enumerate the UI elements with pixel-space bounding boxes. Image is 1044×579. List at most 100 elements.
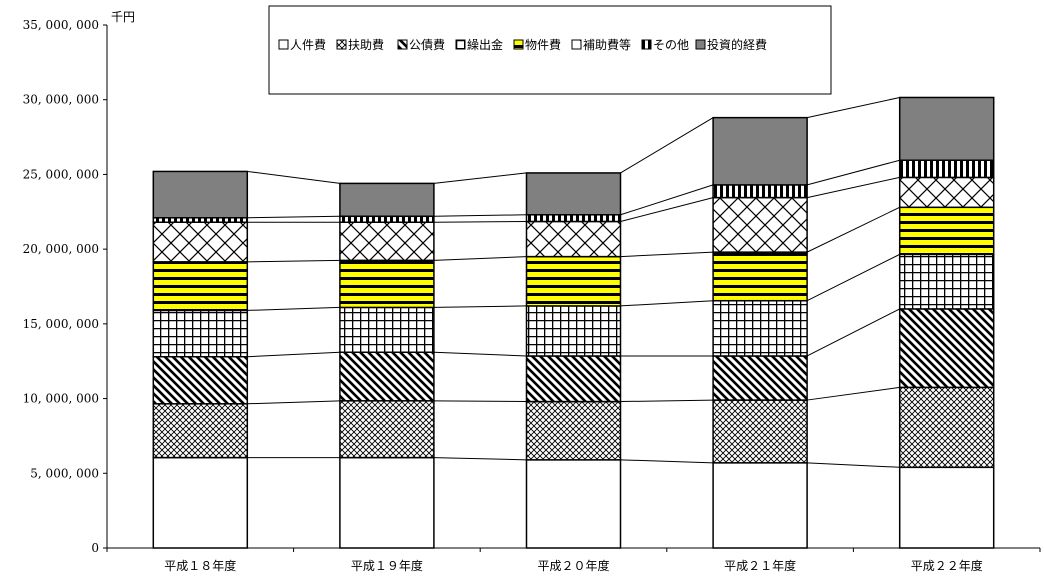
bar-segment bbox=[339, 456, 435, 549]
y-axis-unit-label: 千円 bbox=[111, 10, 135, 24]
series-connector-line bbox=[433, 305, 527, 308]
series-connector-line bbox=[433, 256, 527, 261]
bar-segment bbox=[339, 215, 435, 223]
series-connector-lines bbox=[247, 96, 900, 468]
series-connector-line bbox=[806, 159, 900, 186]
series-connector-line bbox=[620, 251, 714, 258]
bar-segment bbox=[339, 259, 435, 309]
bar-segment bbox=[525, 255, 622, 307]
bar-segment bbox=[712, 116, 808, 186]
bar-segment bbox=[525, 172, 622, 216]
bar-segment bbox=[152, 355, 249, 405]
legend-entry: 扶助費 bbox=[348, 37, 384, 52]
bar-segment bbox=[339, 306, 435, 353]
x-tick-label: 平成２２年度 bbox=[911, 558, 983, 573]
series-connector-line bbox=[247, 400, 340, 405]
series-connector-line bbox=[620, 184, 714, 216]
series-connector-line bbox=[433, 220, 527, 223]
series-connector-line bbox=[247, 215, 340, 219]
bar-segment bbox=[712, 462, 808, 549]
series-connector-line bbox=[620, 197, 714, 222]
x-tick-label: 平成２１年度 bbox=[724, 558, 796, 573]
series-connector-line bbox=[806, 253, 900, 302]
bar-segment bbox=[712, 196, 808, 253]
bar-segment bbox=[339, 351, 435, 402]
y-tick-label: 15, 000, 000 bbox=[23, 317, 99, 331]
legend-entry: 物件費 bbox=[525, 37, 561, 52]
bar-segment bbox=[152, 309, 249, 358]
bar-segment bbox=[898, 466, 995, 549]
y-tick-label: 20, 000, 000 bbox=[23, 242, 99, 256]
bar-segment bbox=[152, 403, 249, 459]
y-tick-label: 5, 000, 000 bbox=[30, 466, 99, 480]
bar-segment bbox=[152, 221, 249, 263]
series-connector-line bbox=[433, 172, 527, 184]
bar-segment bbox=[525, 220, 622, 258]
y-tick-label: 30, 000, 000 bbox=[23, 93, 99, 107]
series-connector-line bbox=[806, 308, 900, 357]
legend-entry: 人件費 bbox=[290, 37, 326, 52]
legend-entry: その他 bbox=[653, 38, 689, 52]
bar-segment bbox=[152, 170, 249, 219]
bar-segment bbox=[898, 176, 995, 209]
x-tick-labels: 平成１８年度 平成１９年度 平成２０年度 平成２１年度 平成２２年度 bbox=[164, 558, 982, 573]
y-tick-label: 35, 000, 000 bbox=[23, 18, 99, 32]
series-connector-line bbox=[806, 206, 900, 253]
bar-segment bbox=[339, 182, 435, 218]
legend-swatch bbox=[571, 39, 582, 50]
series-connector-line bbox=[806, 176, 900, 199]
series-connector-line bbox=[806, 96, 900, 119]
bar-segment bbox=[152, 261, 249, 312]
bar-segment bbox=[898, 206, 995, 256]
bar-segment bbox=[525, 400, 622, 461]
legend-box bbox=[268, 5, 832, 95]
bar-segment bbox=[898, 386, 995, 469]
y-tick-label: 25, 000, 000 bbox=[23, 167, 99, 181]
legend-swatch bbox=[513, 39, 524, 50]
axes: 0 5, 000, 000 10, 000, 000 15, 000, 000 20, … bbox=[23, 18, 1041, 555]
series-connector-line bbox=[433, 400, 527, 403]
legend-entry: 補助費等 bbox=[583, 37, 631, 52]
legend-swatch bbox=[336, 39, 347, 50]
series-connector-line bbox=[247, 170, 340, 184]
series-connector-line bbox=[433, 214, 527, 217]
bar-segment bbox=[712, 399, 808, 464]
series-connector-line bbox=[433, 457, 527, 461]
bar-segment bbox=[339, 221, 435, 262]
bar-segment bbox=[525, 214, 622, 223]
legend-swatch bbox=[455, 39, 466, 50]
bar-segment bbox=[898, 159, 995, 179]
legend-swatch bbox=[641, 39, 652, 50]
bar-segment bbox=[525, 459, 622, 549]
series-connector-line bbox=[807, 386, 900, 401]
legend-entry: 投資的経費 bbox=[707, 37, 767, 52]
series-connector-line bbox=[620, 117, 714, 174]
bar-segment bbox=[898, 96, 995, 161]
legend-entry: 繰出金 bbox=[467, 37, 503, 52]
series-connector-line bbox=[620, 300, 714, 307]
bar-segment bbox=[898, 308, 995, 389]
bar-segment bbox=[712, 299, 808, 357]
bar-segment bbox=[712, 184, 808, 199]
legend-entry: 公債費 bbox=[409, 37, 445, 52]
series-connector-line bbox=[620, 459, 714, 464]
x-tick-label: 平成２０年度 bbox=[537, 558, 609, 573]
bar-segment bbox=[712, 251, 808, 302]
x-tick-label: 平成１８年度 bbox=[164, 558, 236, 573]
series-connector-line bbox=[247, 306, 340, 311]
series-connector-line bbox=[433, 351, 527, 357]
series-connector-line bbox=[247, 351, 340, 358]
series-connector-line bbox=[247, 259, 340, 263]
x-tick-label: 平成１９年度 bbox=[351, 558, 423, 573]
y-tick-label: 10, 000, 000 bbox=[23, 392, 99, 406]
bar-segment bbox=[525, 355, 622, 403]
legend: 人件費 扶助費 公債費 繰出金 物件費 補助費等 その他 投資的経費 bbox=[268, 5, 832, 95]
bar-segment bbox=[898, 253, 995, 310]
legend-swatch bbox=[397, 39, 408, 50]
legend-swatch bbox=[278, 39, 289, 50]
bar-segment bbox=[712, 355, 808, 401]
bar-segment bbox=[152, 456, 249, 549]
bar-segment bbox=[339, 400, 435, 459]
y-tick-label: 0 bbox=[91, 541, 99, 555]
